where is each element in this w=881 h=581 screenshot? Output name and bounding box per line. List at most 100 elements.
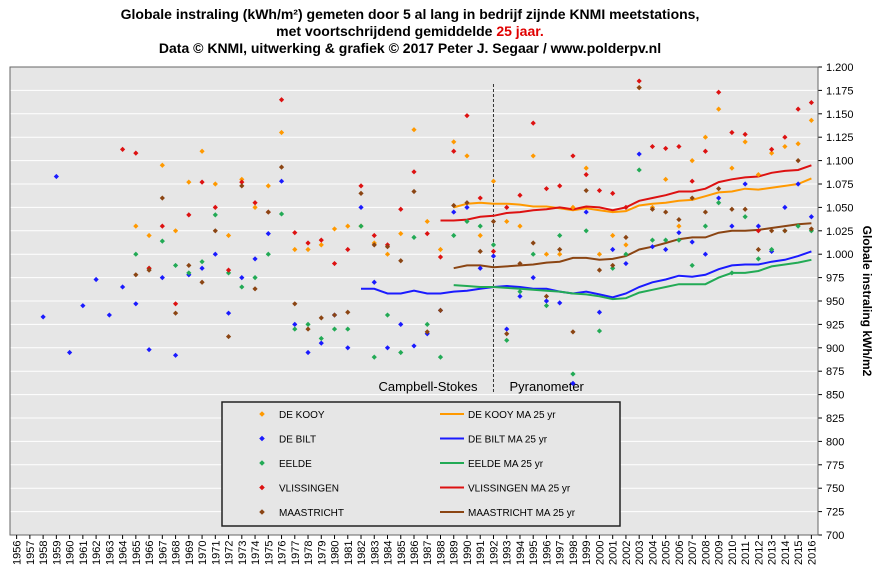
data-point-vlissingen bbox=[172, 301, 179, 307]
x-tick-label: 1982 bbox=[356, 541, 368, 565]
data-point-eelde bbox=[424, 321, 430, 327]
data-point-maastricht bbox=[199, 279, 205, 285]
x-tick-label: 2002 bbox=[621, 541, 633, 565]
data-point-de-bilt bbox=[610, 246, 616, 253]
data-point-de-bilt bbox=[689, 239, 695, 245]
legend-label-vlissingen: VLISSINGEN bbox=[279, 484, 339, 495]
data-point-maastricht bbox=[623, 234, 629, 240]
data-point-de-kooy bbox=[305, 246, 311, 253]
data-point-de-bilt bbox=[557, 300, 563, 306]
data-point-de-bilt bbox=[676, 230, 682, 236]
x-tick-label: 1976 bbox=[277, 541, 289, 565]
x-tick-label: 1980 bbox=[330, 541, 342, 565]
data-point-de-kooy bbox=[702, 134, 709, 140]
data-point-maastricht bbox=[530, 240, 536, 246]
data-point-de-kooy bbox=[716, 106, 722, 112]
data-point-de-kooy bbox=[623, 242, 629, 248]
data-point-vlissingen bbox=[212, 204, 218, 210]
data-point-maastricht bbox=[437, 307, 444, 313]
data-point-vlissingen bbox=[689, 178, 695, 184]
data-point-vlissingen bbox=[424, 231, 430, 237]
data-point-de-bilt bbox=[358, 204, 364, 210]
x-tick-label: 1994 bbox=[515, 541, 527, 565]
data-point-de-bilt bbox=[265, 231, 271, 237]
x-tick-label: 1962 bbox=[91, 541, 103, 565]
chart-title-line-1: Globale instraling (kWh/m²) gemeten door… bbox=[120, 6, 700, 22]
data-point-eelde bbox=[345, 326, 351, 332]
x-tick-label: 1992 bbox=[488, 541, 500, 565]
data-point-eelde bbox=[702, 223, 709, 229]
data-point-de-bilt bbox=[583, 209, 589, 215]
data-point-vlissingen bbox=[464, 113, 470, 119]
data-point-eelde bbox=[331, 326, 338, 332]
data-point-de-kooy bbox=[451, 139, 457, 145]
x-tick-label: 2001 bbox=[608, 541, 620, 565]
data-point-de-kooy bbox=[199, 148, 205, 154]
series-line-de-kooy-ma-25-yr bbox=[453, 177, 812, 214]
legend-label-de-bilt: DE BILT bbox=[279, 435, 316, 446]
data-point-de-bilt bbox=[808, 214, 814, 220]
data-point-eelde bbox=[477, 223, 483, 229]
legend-label-de-bilt-ma-25-yr: DE BILT MA 25 yr bbox=[468, 435, 548, 446]
data-point-eelde bbox=[795, 223, 801, 229]
data-point-vlissingen bbox=[278, 97, 285, 103]
data-point-maastricht bbox=[543, 293, 550, 299]
legend-label-maastricht-ma-25-yr: MAASTRICHT MA 25 yr bbox=[468, 508, 576, 519]
legend-label-maastricht: MAASTRICHT bbox=[279, 508, 344, 519]
data-point-de-kooy bbox=[146, 232, 152, 239]
data-point-de-bilt bbox=[133, 301, 139, 307]
data-point-de-bilt bbox=[623, 260, 629, 267]
x-tick-label: 2000 bbox=[594, 541, 606, 565]
y-tick-label: 825 bbox=[826, 413, 844, 425]
y-tick-label: 750 bbox=[826, 483, 844, 495]
data-point-vlissingen bbox=[411, 169, 417, 175]
data-point-vlissingen bbox=[133, 150, 139, 156]
data-point-vlissingen bbox=[570, 153, 576, 159]
x-tick-label: 1983 bbox=[369, 541, 381, 565]
data-point-vlissingen bbox=[119, 146, 126, 152]
data-point-de-bilt bbox=[239, 275, 245, 281]
data-point-maastricht bbox=[212, 228, 218, 234]
x-tick-label: 2004 bbox=[647, 541, 659, 565]
data-point-de-kooy bbox=[530, 153, 536, 159]
data-point-maastricht bbox=[596, 267, 603, 273]
data-point-eelde bbox=[133, 251, 139, 257]
data-point-eelde bbox=[689, 262, 695, 269]
data-point-maastricht bbox=[239, 183, 245, 189]
x-tick-label: 1997 bbox=[555, 541, 567, 565]
data-point-eelde bbox=[610, 265, 616, 271]
data-point-maastricht bbox=[570, 329, 576, 335]
data-point-de-bilt bbox=[146, 347, 152, 353]
x-tick-label: 2013 bbox=[767, 541, 779, 565]
x-tick-label: 1993 bbox=[502, 541, 514, 565]
x-tick-label: 1961 bbox=[78, 541, 90, 565]
data-point-de-kooy bbox=[795, 141, 801, 147]
y-tick-label: 1.000 bbox=[826, 249, 854, 261]
data-point-de-kooy bbox=[225, 232, 232, 239]
data-point-maastricht bbox=[557, 246, 563, 253]
data-point-de-bilt bbox=[305, 349, 311, 356]
data-point-vlissingen bbox=[199, 179, 205, 185]
data-point-de-bilt bbox=[345, 345, 351, 351]
data-point-de-bilt bbox=[663, 246, 669, 253]
data-point-eelde bbox=[663, 237, 669, 243]
data-point-vlissingen bbox=[755, 228, 761, 234]
y-tick-label: 1.125 bbox=[826, 132, 854, 144]
y-tick-label: 725 bbox=[826, 507, 844, 519]
data-point-eelde bbox=[318, 335, 324, 342]
data-point-eelde bbox=[212, 212, 218, 218]
data-point-maastricht bbox=[636, 84, 642, 91]
y-tick-label: 975 bbox=[826, 273, 844, 285]
legend-label-de-kooy: DE KOOY bbox=[279, 410, 325, 421]
data-point-vlissingen bbox=[702, 148, 709, 154]
data-point-maastricht bbox=[782, 228, 788, 234]
legend-marker-eelde bbox=[259, 460, 265, 466]
data-point-de-kooy bbox=[808, 117, 814, 123]
y-tick-label: 1.150 bbox=[826, 109, 854, 121]
chart-title-line-2: met voortschrijdend gemiddelde 25 jaar. bbox=[0, 23, 820, 40]
data-point-de-bilt bbox=[199, 265, 205, 271]
data-point-vlissingen bbox=[504, 204, 510, 210]
data-point-de-bilt bbox=[451, 209, 457, 215]
data-point-eelde bbox=[769, 246, 775, 253]
